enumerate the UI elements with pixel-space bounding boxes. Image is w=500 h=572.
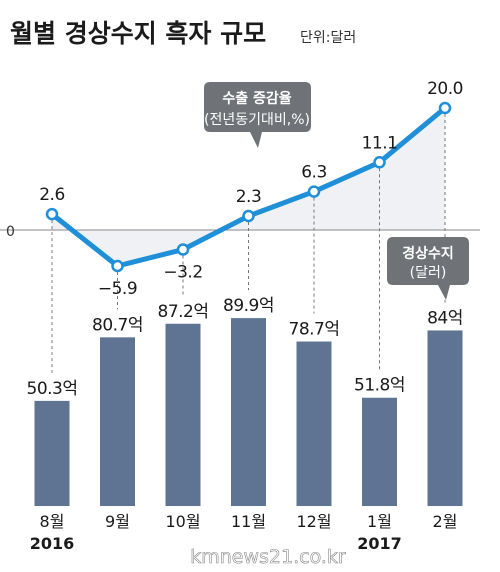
line-point — [111, 259, 124, 273]
callout-line-box — [204, 82, 311, 148]
category-label: 2월 — [433, 512, 458, 531]
line-value-label: 20.0 — [427, 79, 463, 99]
bar-5 — [362, 397, 397, 506]
category-label: 10월 — [165, 512, 200, 531]
callout-bar-title: 경상수지 — [402, 245, 454, 262]
line-area-fill — [52, 108, 445, 266]
line-value-label: 2.6 — [39, 185, 65, 205]
category-label: 9월 — [105, 512, 130, 531]
bars — [34, 318, 463, 506]
category-label: 8월 — [40, 512, 65, 531]
line-point — [176, 243, 190, 256]
watermark: kmnews21.co.kr — [190, 546, 346, 568]
line-point — [307, 185, 321, 198]
bar-value-label: 89.9억 — [223, 296, 274, 316]
bar-value-label: 80.7억 — [92, 315, 143, 335]
line-series — [45, 101, 452, 273]
bar-3 — [231, 318, 266, 506]
line-point — [438, 101, 452, 115]
bar-value-label: 84억 — [427, 308, 463, 328]
line-area — [52, 108, 445, 266]
chart-title: 월별 경상수지 흑자 규모 — [10, 19, 266, 48]
zero-label: 0 — [6, 224, 15, 240]
unit-label: 단위:달러 — [300, 30, 356, 46]
line-value-label: −5.9 — [98, 279, 137, 299]
callout-bar: 경상수지 (달러) — [387, 237, 469, 300]
bar-value-label: 51.8억 — [354, 376, 405, 396]
bar-value-label: 78.7억 — [289, 320, 340, 340]
line-point — [242, 209, 255, 223]
line-value-label: 2.3 — [236, 187, 262, 207]
callout-bar-box — [387, 237, 469, 300]
category-label: 12월 — [296, 512, 331, 531]
bar-1 — [100, 337, 135, 506]
bar-2 — [165, 323, 201, 506]
line-point — [373, 156, 386, 169]
callout-line-title: 수출 증감율 — [222, 90, 291, 107]
bar-value-label: 50.3억 — [27, 379, 78, 399]
line-point — [45, 207, 59, 221]
category-label: 1월 — [367, 512, 392, 531]
labels: 2.6 −5.9 −3.2 2.3 6.3 11.1 20.0 50.3억 80.7억 87.2억… — [27, 79, 464, 553]
category-label: 11월 — [231, 512, 266, 531]
year-label: 2016 — [30, 534, 75, 553]
line-value-label: −3.2 — [163, 263, 202, 283]
bar-4 — [296, 341, 332, 506]
callout-line: 수출 증감율 (전년동기대비,%) — [204, 82, 311, 148]
line-value-label: 6.3 — [301, 163, 327, 183]
bar-6 — [427, 330, 463, 506]
bar-value-label: 87.2억 — [158, 302, 209, 322]
bar-0 — [34, 400, 70, 506]
year-label: 2017 — [357, 534, 402, 553]
callout-bar-subtitle: (달러) — [410, 265, 447, 281]
callout-line-subtitle: (전년동기대비,%) — [204, 112, 310, 128]
line-value-label: 11.1 — [362, 133, 398, 153]
